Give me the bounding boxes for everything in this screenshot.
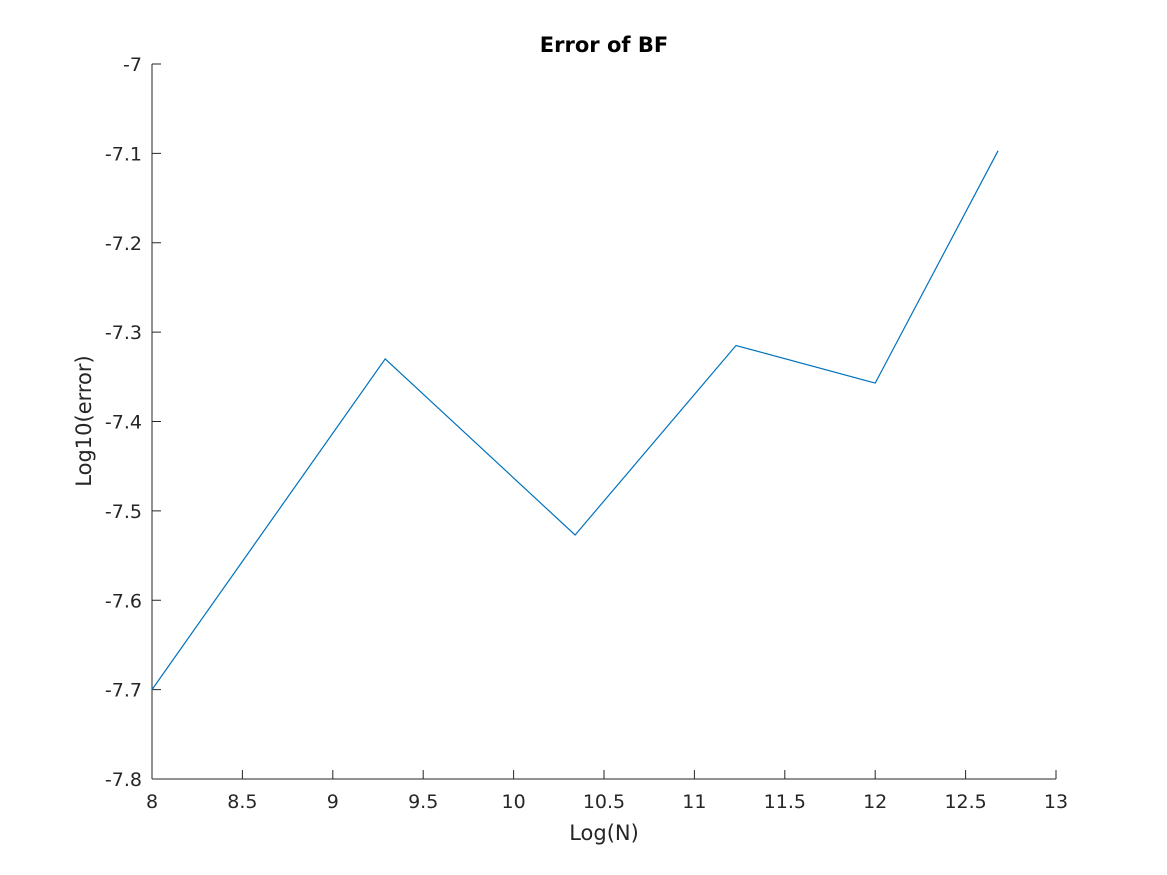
x-tick-label: 12 [863,791,887,813]
series-layer [151,150,999,690]
series-line [151,150,999,690]
y-tick-label: -7.3 [105,322,142,344]
y-tick-label: -7.5 [105,501,142,523]
y-tick-label: -7.8 [105,769,142,791]
x-axis-ticks: 8 8.5 9 9.5 10 10.5 11 11.5 12 12.5 13 [146,770,1068,813]
chart-title: Error of BF [540,33,668,57]
y-axis-label: Log10(error) [72,355,96,486]
y-tick-label: -7.2 [105,233,142,255]
x-tick-label: 8 [146,791,158,813]
x-tick-label: 12.5 [944,791,986,813]
x-tick-label: 8.5 [227,791,257,813]
x-tick-label: 11.5 [764,791,806,813]
y-axis-ticks: -7 -7.1 -7.2 -7.3 -7.4 -7.5 -7.6 -7.7 -7.8 [105,54,161,791]
x-tick-label: 10 [502,791,526,813]
y-tick-label: -7 [123,54,142,76]
x-tick-label: 11 [682,791,706,813]
y-tick-label: -7.1 [105,143,142,165]
y-tick-label: -7.4 [105,412,142,434]
x-tick-label: 10.5 [583,791,625,813]
y-tick-label: -7.7 [105,680,142,702]
x-tick-label: 9.5 [408,791,438,813]
x-tick-label: 9 [327,791,339,813]
x-tick-label: 13 [1044,791,1068,813]
x-axis-label: Log(N) [569,821,639,845]
y-tick-label: -7.6 [105,590,142,612]
